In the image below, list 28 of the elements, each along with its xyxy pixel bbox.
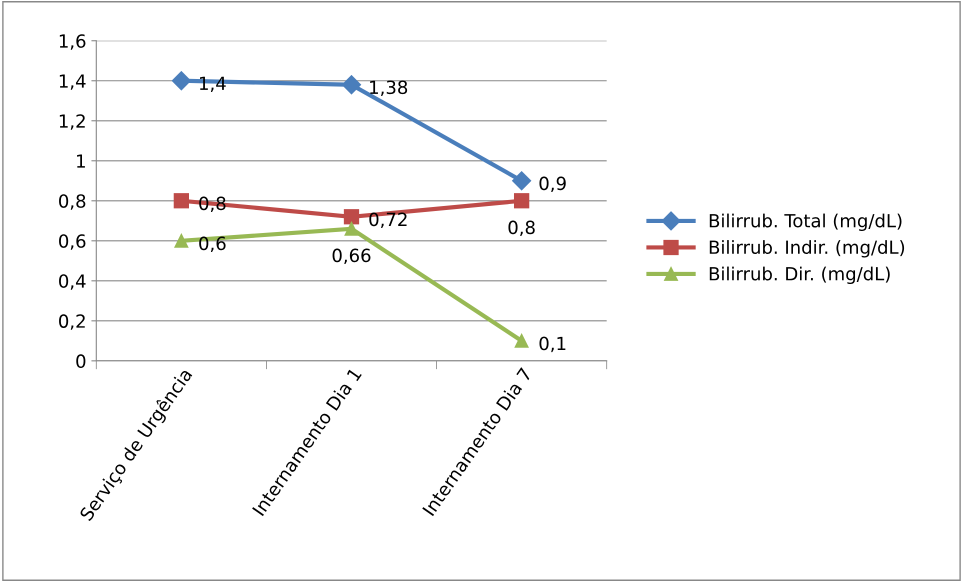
y-tick-label: 1,2 — [60, 114, 85, 130]
data-label: 0,1 — [539, 336, 566, 352]
data-label: 0,9 — [539, 176, 566, 192]
point — [512, 171, 532, 190]
legend-label: Bilirrub. Dir. (mg/dL) — [710, 266, 890, 284]
point — [342, 75, 362, 94]
point — [174, 193, 190, 208]
data-label: 0,66 — [332, 248, 370, 264]
y-tick-label: 1 — [77, 154, 85, 168]
y-tick-label: 1,6 — [60, 34, 86, 50]
data-label: 0,8 — [508, 220, 535, 236]
point — [514, 193, 530, 208]
data-label: 0,72 — [369, 212, 407, 228]
y-tick-label: 0,6 — [59, 234, 86, 250]
y-tick-label: 0,2 — [59, 314, 85, 330]
data-label: 0,6 — [199, 236, 226, 252]
y-tick-label: 1,4 — [60, 74, 86, 90]
legend-label: Bilirrub. Indir. (mg/dL) — [710, 240, 904, 258]
legend-label: Bilirrub. Total (mg/dL) — [710, 214, 902, 232]
point — [172, 71, 191, 90]
point — [344, 209, 360, 224]
y-tick-label: 0 — [76, 354, 86, 368]
data-label: 1,38 — [370, 80, 408, 96]
point — [174, 234, 188, 248]
point — [514, 334, 529, 348]
point — [344, 222, 358, 236]
y-tick-label: 0,8 — [59, 194, 86, 210]
y-tick-label: 0,4 — [59, 274, 86, 290]
